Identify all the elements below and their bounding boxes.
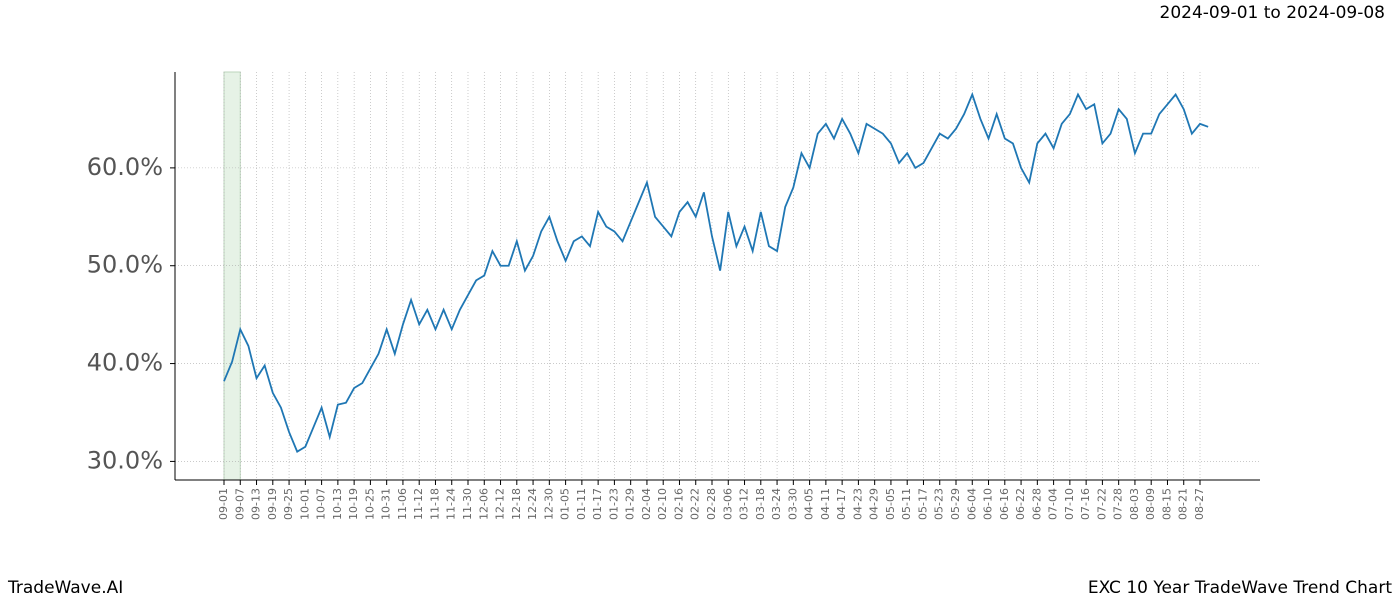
x-tick-label: 05-23 [933,488,946,520]
x-tick-label: 09-07 [233,488,246,520]
x-tick-label: 11-12 [412,488,425,520]
x-tick-label: 02-22 [689,488,702,520]
x-tick-label: 02-28 [705,488,718,520]
x-tick-label: 03-06 [721,488,734,520]
x-tick-label: 07-04 [1047,488,1060,520]
y-tick-label: 40.0% [87,349,163,377]
x-tick-label: 10-13 [331,488,344,520]
x-tick-label: 01-11 [575,488,588,520]
x-tick-label: 10-01 [298,488,311,520]
x-tick-label: 07-22 [1095,488,1108,520]
y-tick-label: 60.0% [87,153,163,181]
x-tick-label: 04-17 [835,488,848,520]
x-tick-label: 02-04 [640,488,653,520]
footer-left: TradeWave.AI [7,578,123,598]
x-tick-label: 05-17 [916,488,929,520]
x-tick-label: 07-10 [1063,488,1076,520]
x-tick-label: 12-30 [542,488,555,520]
x-tick-label: 03-30 [786,488,799,520]
x-tick-label: 03-12 [738,488,751,520]
x-tick-label: 04-29 [868,488,881,520]
x-tick-label: 05-11 [900,488,913,520]
x-tick-label: 11-18 [428,488,441,520]
x-tick-label: 03-24 [770,488,783,520]
x-tick-label: 12-24 [526,488,539,520]
x-tick-label: 04-23 [851,488,864,520]
y-tick-label: 50.0% [87,251,163,279]
x-tick-label: 04-11 [819,488,832,520]
x-tick-label: 07-28 [1112,488,1125,520]
x-tick-label: 11-30 [461,488,474,520]
x-tick-label: 01-17 [591,488,604,520]
x-tick-label: 08-27 [1193,488,1206,520]
x-tick-label: 10-07 [315,488,328,520]
x-tick-label: 08-15 [1160,488,1173,520]
y-tick-label: 30.0% [87,446,163,474]
x-tick-label: 02-10 [656,488,669,520]
x-tick-label: 11-24 [445,488,458,520]
x-tick-label: 01-23 [607,488,620,520]
x-tick-label: 03-18 [754,488,767,520]
x-tick-label: 12-06 [477,488,490,520]
x-tick-label: 07-16 [1079,488,1092,520]
x-tick-label: 08-21 [1177,488,1190,520]
x-tick-label: 10-25 [363,488,376,520]
x-tick-label: 06-16 [998,488,1011,520]
x-tick-label: 10-19 [347,488,360,520]
x-tick-label: 10-31 [380,488,393,520]
x-tick-label: 01-29 [624,488,637,520]
x-tick-label: 01-05 [559,488,572,520]
x-tick-label: 06-04 [965,488,978,520]
footer-right: EXC 10 Year TradeWave Trend Chart [1088,578,1392,598]
x-tick-label: 12-18 [510,488,523,520]
x-tick-label: 09-19 [266,488,279,520]
x-tick-label: 04-05 [803,488,816,520]
x-tick-label: 09-25 [282,488,295,520]
x-tick-label: 08-03 [1128,488,1141,520]
x-tick-label: 05-29 [949,488,962,520]
x-tick-label: 06-10 [982,488,995,520]
x-tick-label: 08-09 [1144,488,1157,520]
trend-line [223,91,1209,453]
x-tick-label: 02-16 [672,488,685,520]
x-tick-label: 11-06 [396,488,409,520]
x-tick-label: 05-05 [884,488,897,520]
x-tick-label: 06-28 [1030,488,1043,520]
highlight-band [223,71,241,481]
x-tick-label: 09-13 [250,488,263,520]
x-tick-label: 06-22 [1014,488,1027,520]
x-tick-label: 09-01 [217,488,230,520]
x-tick-label: 12-12 [494,488,507,520]
chart-title: 2024-09-01 to 2024-09-08 [1160,3,1385,23]
